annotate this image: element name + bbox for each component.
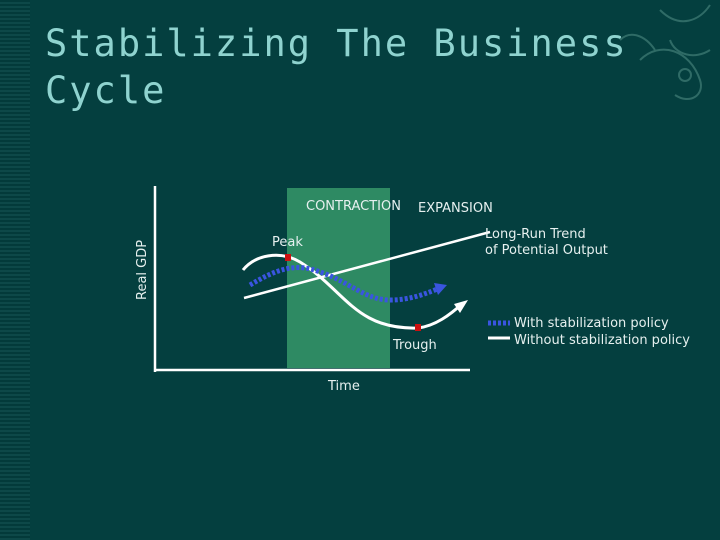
y-axis-label: Real GDP <box>135 240 150 300</box>
decorative-flourish-icon <box>619 4 711 100</box>
x-axis-label: Time <box>327 379 360 394</box>
expansion-label: EXPANSION <box>418 201 493 216</box>
trend-label-line-2: of Potential Output <box>485 243 608 258</box>
slide-title: Stabilizing The Business Cycle <box>45 20 645 114</box>
contraction-band <box>287 188 390 368</box>
trend-line <box>243 230 491 300</box>
curve-without-policy <box>241 253 465 330</box>
curve-with-policy <box>248 265 441 303</box>
peak-marker <box>285 254 291 261</box>
trough-label: Trough <box>392 338 437 353</box>
contraction-label: CONTRACTION <box>306 199 401 214</box>
trough-marker <box>415 324 421 331</box>
curve-without-policy-arrow <box>454 300 468 313</box>
legend-with-policy: With stabilization policy <box>514 316 669 331</box>
title-line-2: Cycle <box>45 69 167 112</box>
legend: With stabilization policy Without stabil… <box>488 316 690 348</box>
trend-label-line-1: Long-Run Trend <box>485 227 586 242</box>
curve-with-policy-arrow <box>434 283 447 295</box>
peak-label: Peak <box>272 235 303 250</box>
title-line-1: Stabilizing The Business <box>45 22 628 65</box>
legend-without-policy: Without stabilization policy <box>514 333 690 348</box>
decorative-side-strip <box>0 0 30 540</box>
